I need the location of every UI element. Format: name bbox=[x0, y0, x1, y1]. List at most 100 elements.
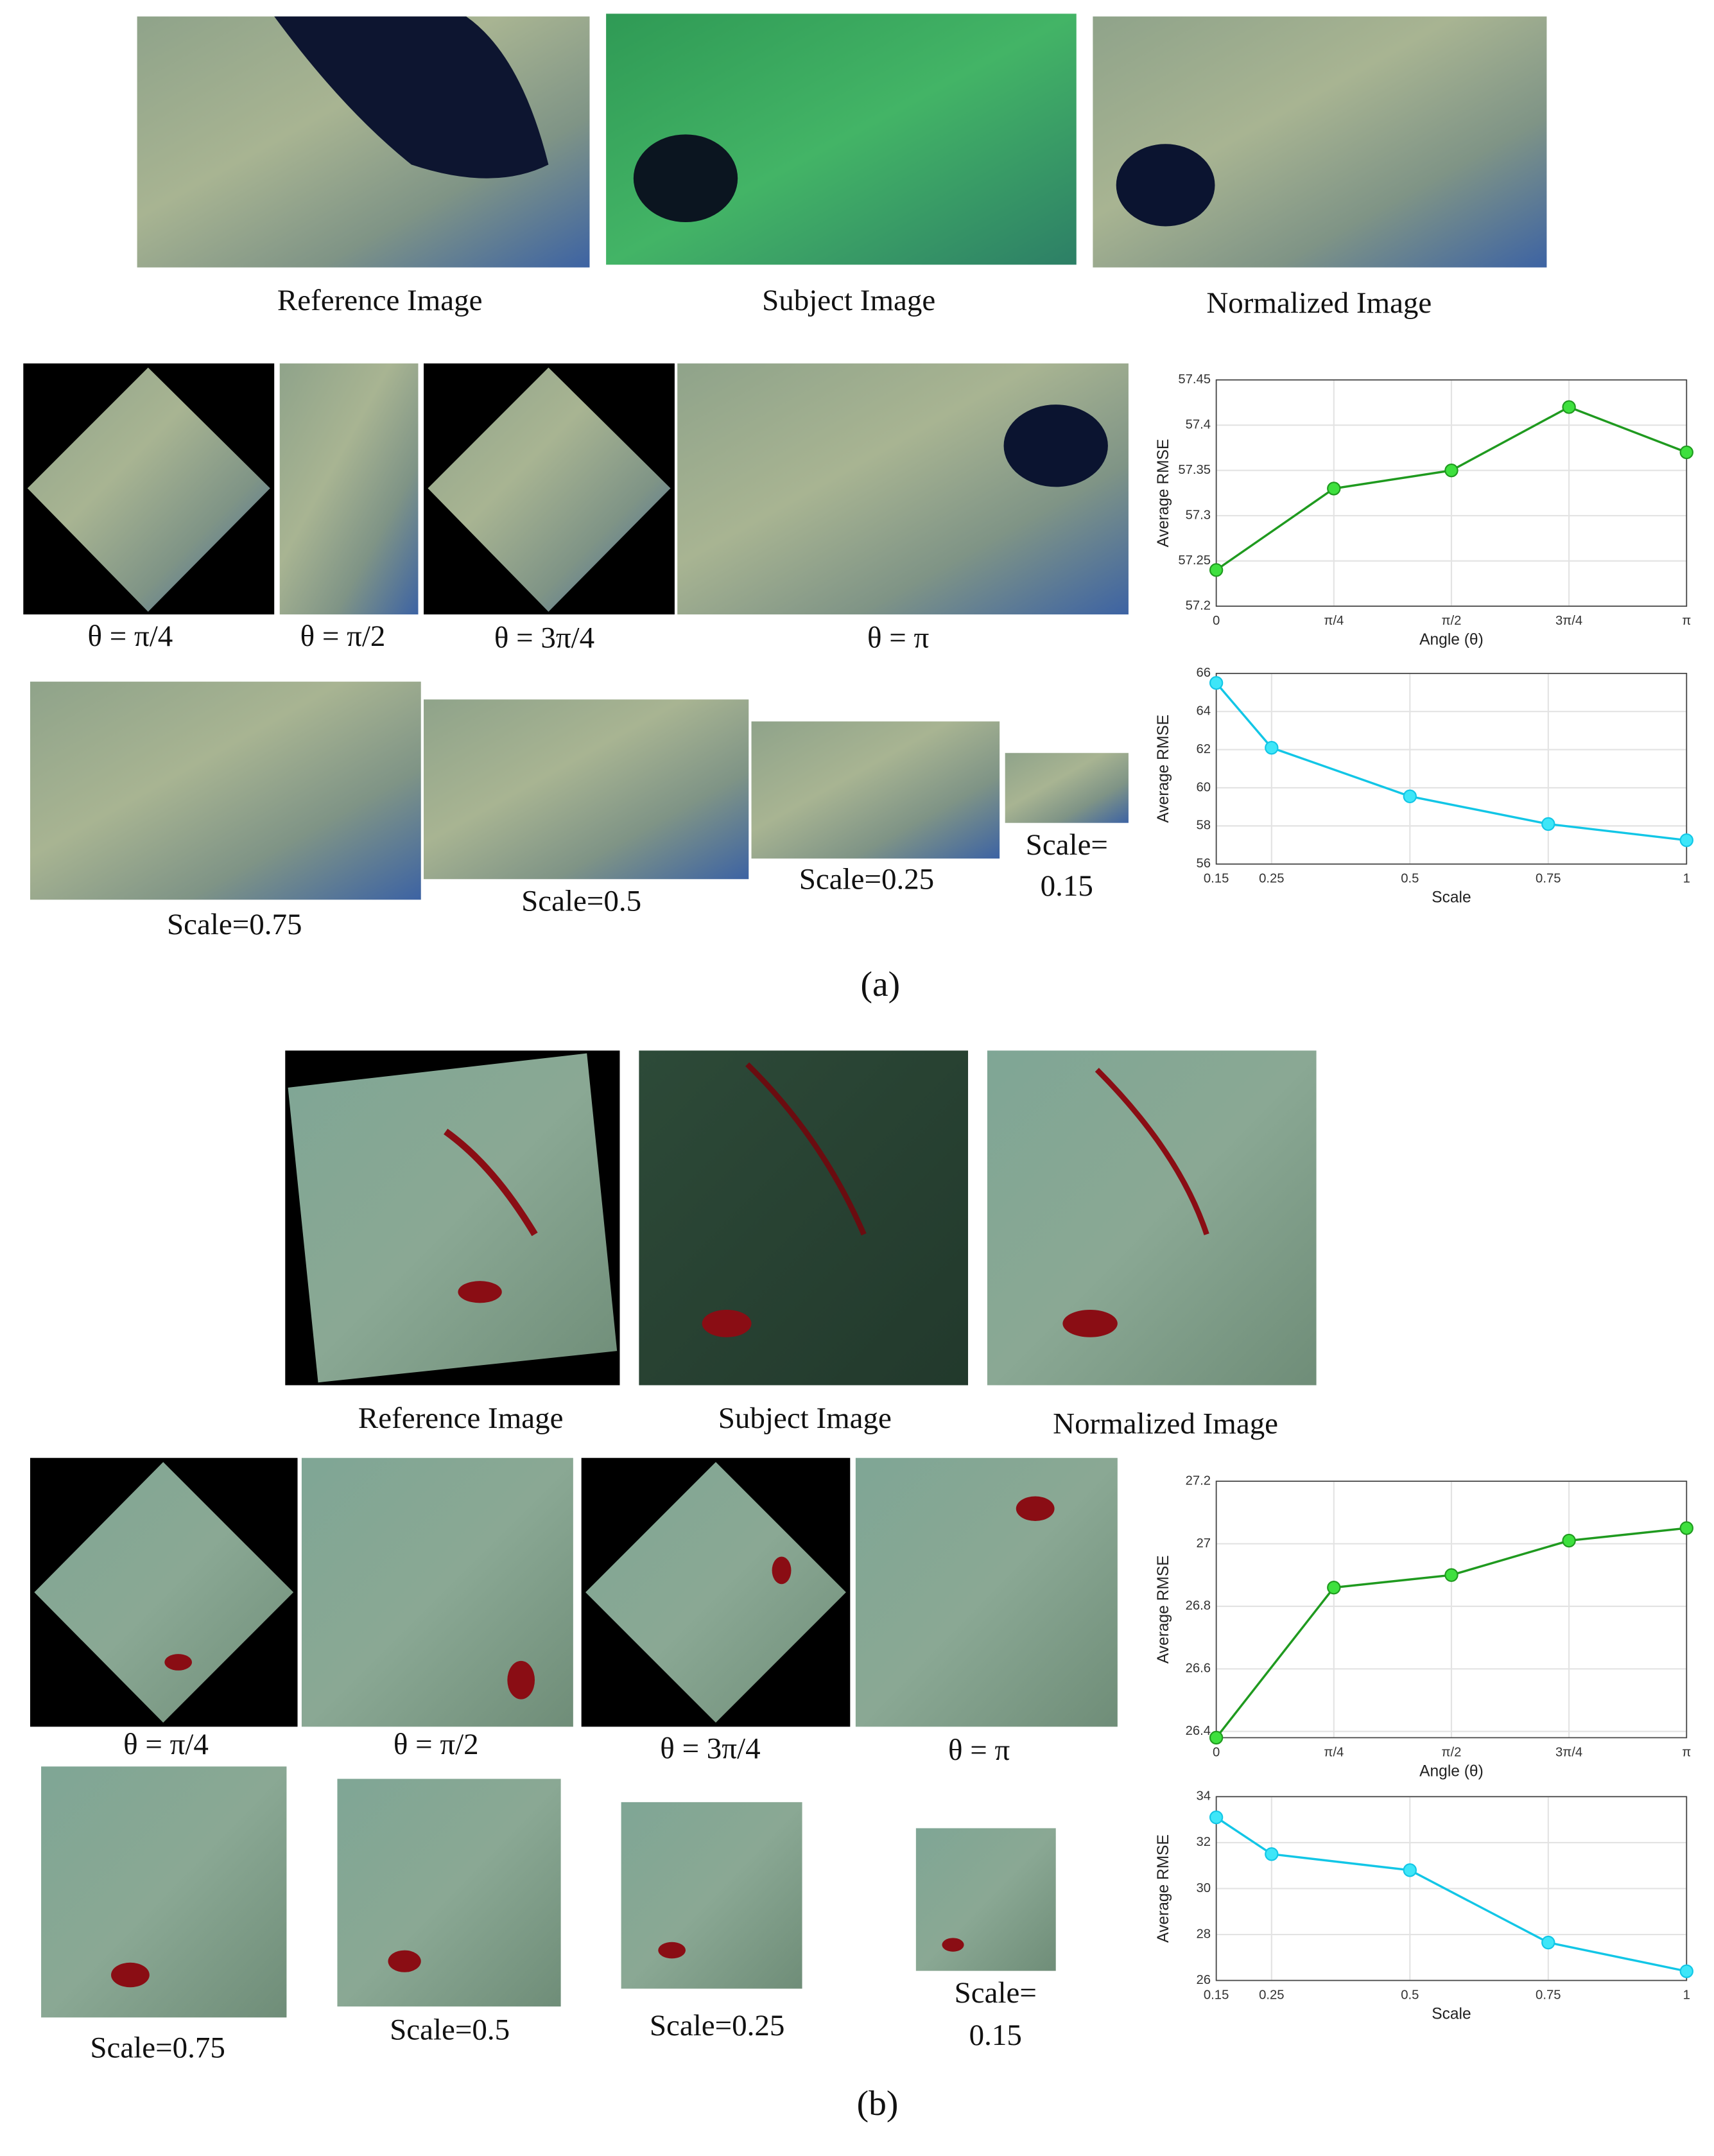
rotated-image bbox=[585, 1462, 846, 1723]
y-tick-label: 26.4 bbox=[1186, 1724, 1211, 1738]
x-tick-label: π/2 bbox=[1441, 1745, 1461, 1759]
y-tick-label: 58 bbox=[1197, 819, 1211, 833]
x-tick-label: π/4 bbox=[1324, 614, 1344, 628]
caption: Reference Image bbox=[358, 1402, 564, 1435]
x-tick-label: π bbox=[1682, 614, 1691, 628]
lake bbox=[1116, 144, 1215, 227]
satellite-image bbox=[1005, 752, 1129, 823]
x-tick-label: 0 bbox=[1213, 1745, 1220, 1759]
y-axis-label: Average RMSE bbox=[1155, 1555, 1172, 1664]
data-point bbox=[1265, 740, 1279, 755]
data-point bbox=[1209, 1730, 1224, 1745]
chart: 0.15 0.25 0.5 0.75 1 56 58 60 62 64 66 Scale Average… bbox=[1155, 666, 1693, 907]
caption: Scale= bbox=[955, 1976, 1037, 2010]
caption: θ = π/2 bbox=[394, 1728, 479, 1761]
satellite-image bbox=[279, 363, 419, 614]
y-tick-label: 26 bbox=[1197, 1973, 1211, 1987]
y-tick-label: 56 bbox=[1197, 856, 1211, 871]
caption: 0.15 bbox=[969, 2019, 1022, 2052]
lake bbox=[633, 134, 738, 223]
y-axis-label: Average RMSE bbox=[1155, 1834, 1172, 1943]
y-tick-label: 60 bbox=[1197, 780, 1211, 794]
y-axis-label: Average RMSE bbox=[1155, 715, 1172, 823]
satellite-image bbox=[639, 1050, 969, 1386]
satellite-image bbox=[621, 1802, 802, 1989]
data-point bbox=[1541, 1935, 1555, 1950]
x-tick-label: π/4 bbox=[1324, 1745, 1344, 1759]
y-tick-label: 30 bbox=[1197, 1881, 1211, 1895]
x-tick-label: π bbox=[1682, 1745, 1691, 1759]
caption: Scale=0.75 bbox=[167, 908, 302, 941]
chart: 0.15 0.25 0.5 0.75 1 26 28 30 32 34 Scale Average R… bbox=[1155, 1789, 1693, 2022]
data-point bbox=[1403, 789, 1417, 804]
satellite-image bbox=[677, 363, 1129, 614]
rotated-image bbox=[27, 367, 270, 612]
satellite-image bbox=[41, 1766, 287, 2018]
x-tick-label: 1 bbox=[1683, 1988, 1690, 2002]
data-point bbox=[1679, 1521, 1693, 1535]
lake bbox=[1003, 404, 1108, 487]
reservoirs bbox=[111, 1062, 1209, 1988]
rotated-image bbox=[428, 367, 671, 612]
caption: 0.15 bbox=[1041, 869, 1093, 903]
caption: θ = π bbox=[867, 621, 929, 654]
x-tick-label: 0.15 bbox=[1204, 872, 1229, 886]
data-point bbox=[1444, 1568, 1459, 1582]
satellite-image bbox=[855, 1457, 1118, 1727]
y-tick-label: 27 bbox=[1197, 1536, 1211, 1551]
data-point bbox=[1209, 1810, 1224, 1825]
axes-frame bbox=[1215, 672, 1688, 865]
x-tick-label: π/2 bbox=[1441, 614, 1461, 628]
satellite-image bbox=[424, 699, 749, 880]
data-point bbox=[1209, 563, 1224, 577]
y-tick-label: 26.8 bbox=[1186, 1599, 1211, 1613]
data-point bbox=[1541, 817, 1555, 831]
axes-frame bbox=[1215, 1796, 1688, 1981]
satellite-image bbox=[915, 1828, 1056, 1971]
chart: 0 π/4 π/2 3π/4 π 57.2 57.25 57.3 57.35 57.4 57.45 A… bbox=[1155, 372, 1693, 648]
chart: 0 π/4 π/2 3π/4 π 26.4 26.6 26.8 27 27.2 Angle (θ) A… bbox=[1155, 1474, 1693, 1780]
satellite-image bbox=[751, 721, 1000, 859]
data-point bbox=[1327, 482, 1341, 496]
x-tick-label: 0.5 bbox=[1401, 1988, 1419, 2002]
images bbox=[23, 13, 1547, 2018]
x-tick-label: 0.25 bbox=[1259, 1988, 1284, 2002]
y-tick-label: 32 bbox=[1197, 1835, 1211, 1849]
y-tick-label: 26.6 bbox=[1186, 1662, 1211, 1676]
x-tick-label: 0.75 bbox=[1536, 1988, 1561, 2002]
y-tick-label: 57.2 bbox=[1186, 599, 1211, 613]
x-axis-label: Scale bbox=[1432, 889, 1471, 907]
x-tick-label: 3π/4 bbox=[1555, 1745, 1582, 1759]
y-tick-label: 64 bbox=[1197, 704, 1211, 718]
axes-frame bbox=[1215, 379, 1688, 607]
satellite-image bbox=[987, 1050, 1317, 1386]
data-point bbox=[1444, 464, 1459, 478]
axes-frame bbox=[1215, 1481, 1688, 1739]
caption: Scale= bbox=[1026, 828, 1108, 862]
data-point bbox=[1403, 1863, 1417, 1877]
y-tick-label: 57.25 bbox=[1178, 553, 1211, 568]
y-tick-label: 57.45 bbox=[1178, 372, 1211, 387]
x-tick-label: 1 bbox=[1683, 872, 1690, 886]
x-axis-label: Angle (θ) bbox=[1419, 631, 1484, 648]
lake bbox=[274, 16, 549, 178]
y-tick-label: 62 bbox=[1197, 742, 1211, 756]
x-tick-label: 0.75 bbox=[1536, 872, 1561, 886]
caption: Scale=0.5 bbox=[390, 2013, 510, 2047]
x-tick-label: 3π/4 bbox=[1555, 614, 1582, 628]
data-point bbox=[1679, 833, 1693, 848]
caption: Scale=0.25 bbox=[650, 2009, 784, 2042]
x-tick-label: 0 bbox=[1213, 614, 1220, 628]
rotated-image bbox=[288, 1053, 618, 1383]
data-point bbox=[1209, 676, 1224, 690]
satellite-image bbox=[1093, 16, 1547, 268]
data-point bbox=[1562, 400, 1576, 414]
data-point bbox=[1562, 1533, 1576, 1548]
caption: Normalized Image bbox=[1206, 286, 1432, 320]
caption: Scale=0.5 bbox=[521, 884, 641, 917]
rotated-image bbox=[34, 1462, 294, 1723]
x-axis-label: Scale bbox=[1432, 2005, 1471, 2022]
plot-area bbox=[1216, 673, 1687, 864]
y-axis-label: Average RMSE bbox=[1155, 439, 1172, 548]
y-tick-label: 57.35 bbox=[1178, 463, 1211, 477]
